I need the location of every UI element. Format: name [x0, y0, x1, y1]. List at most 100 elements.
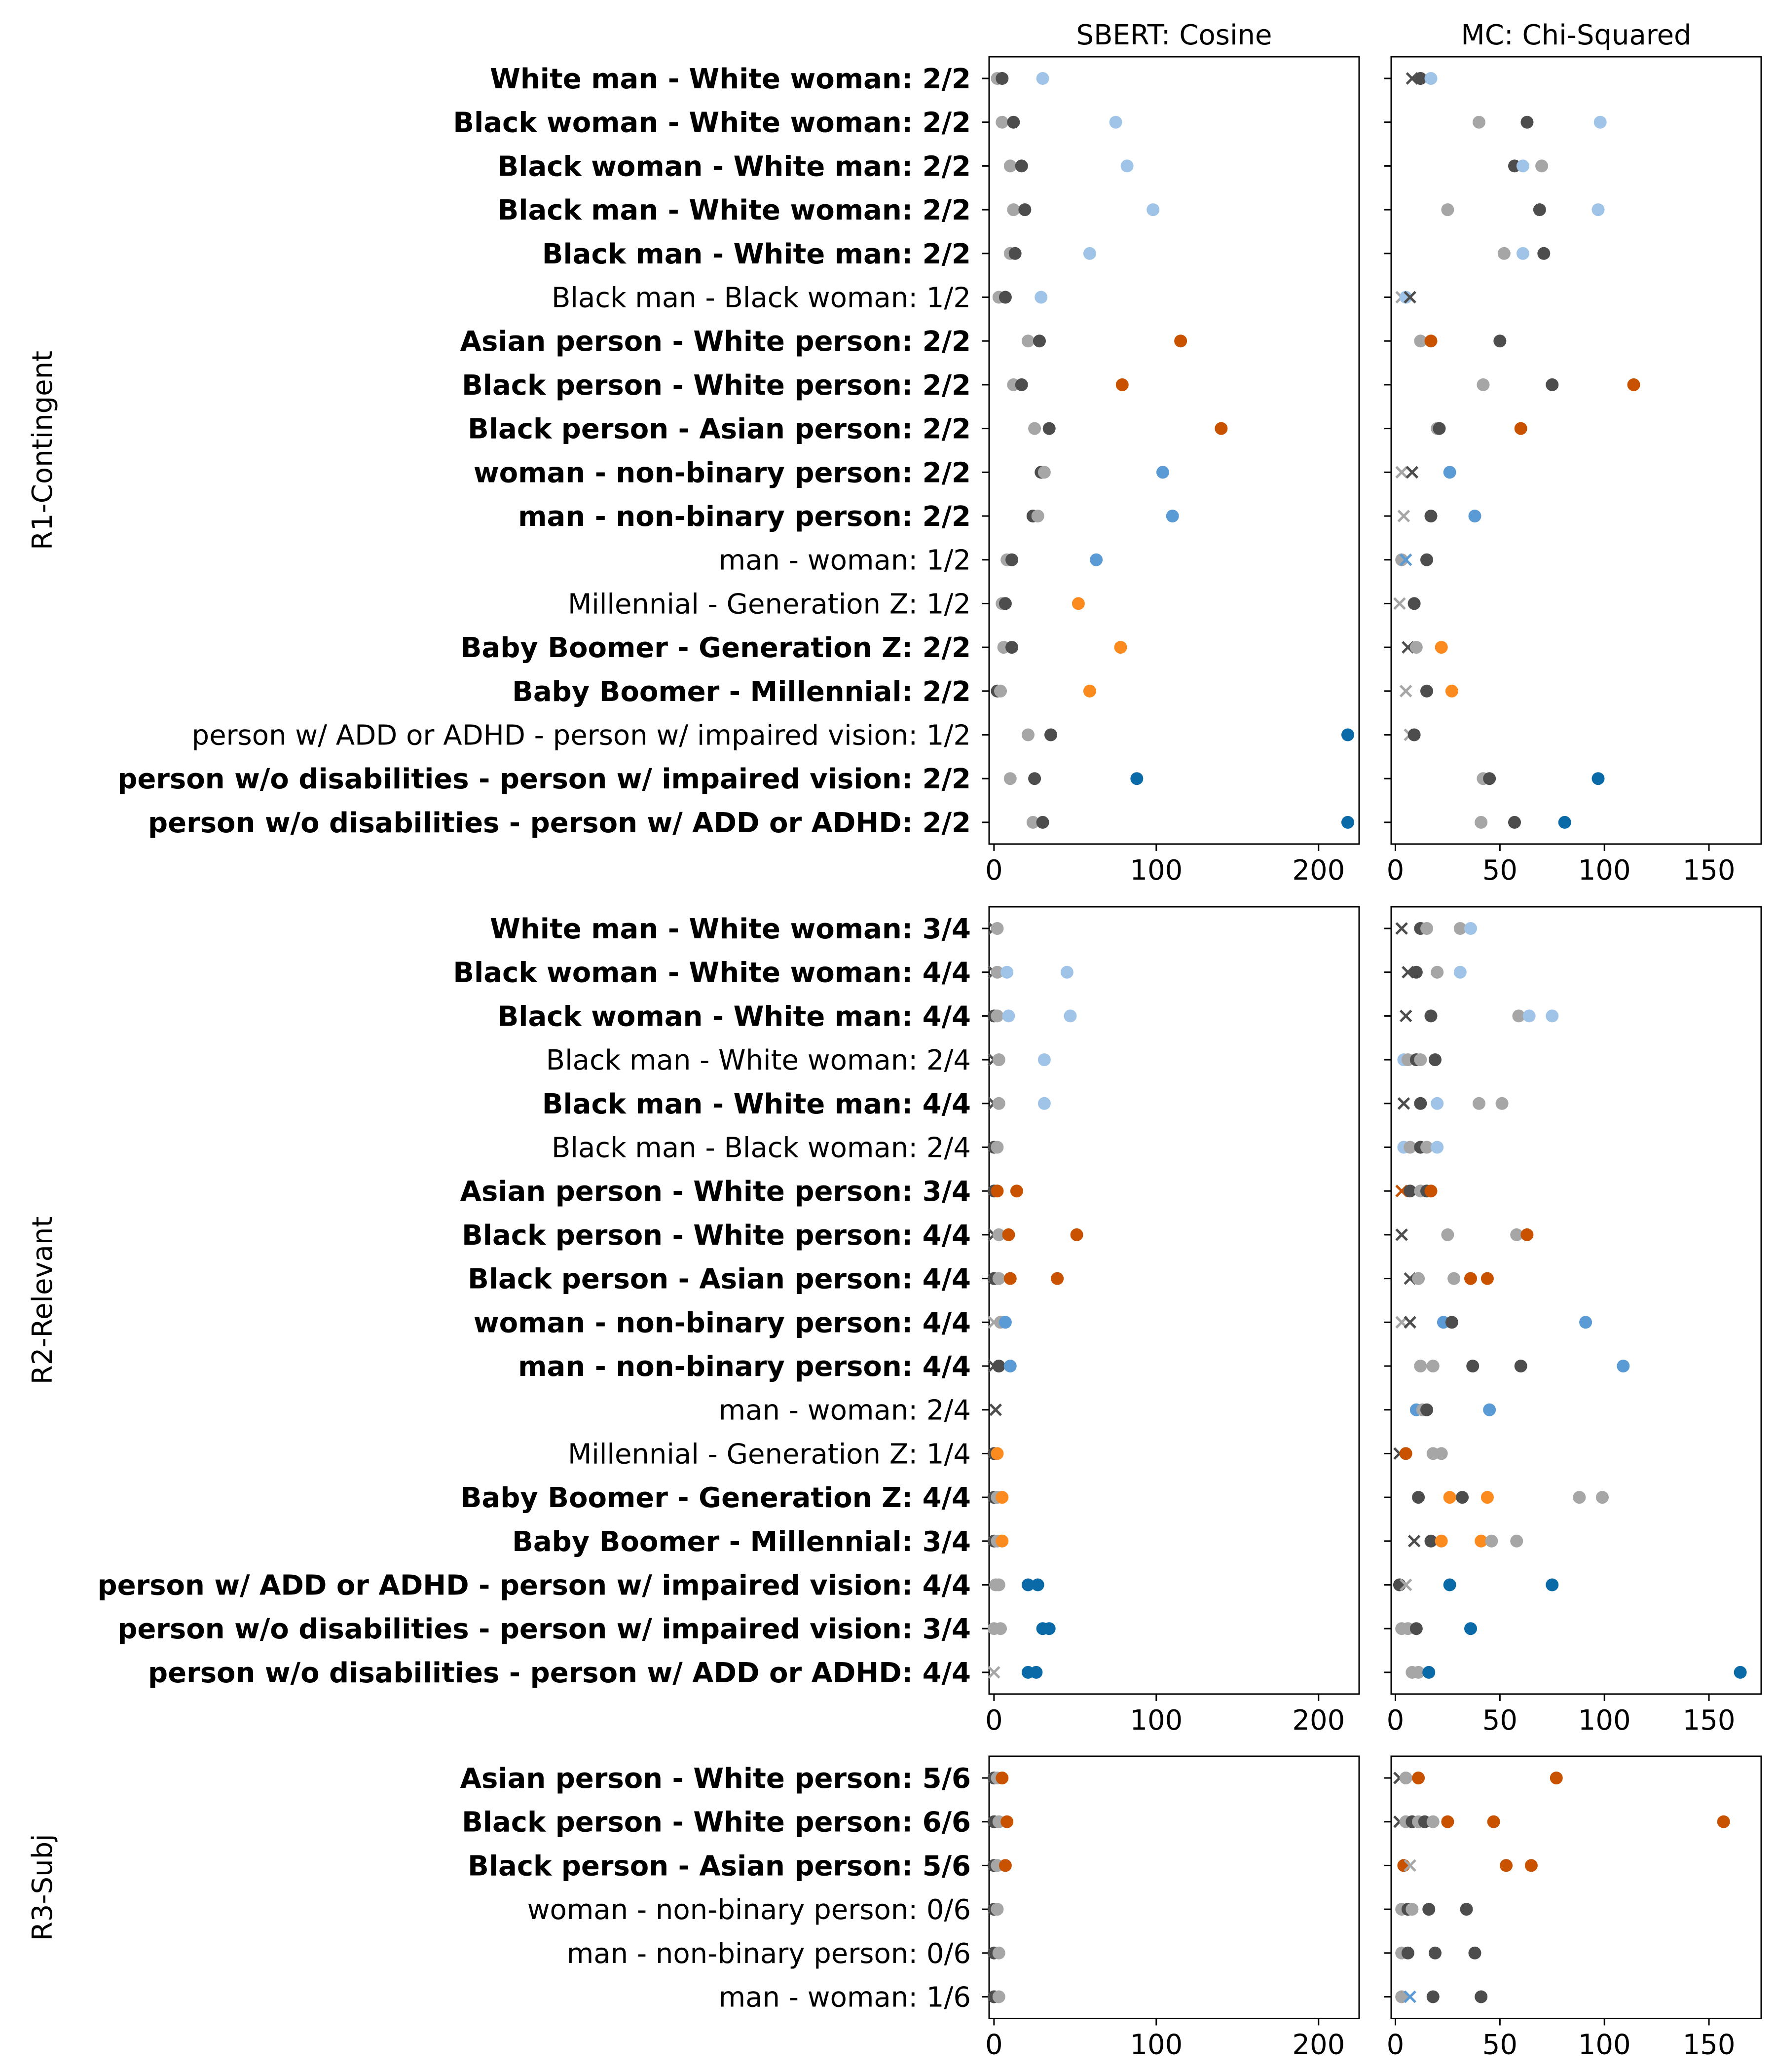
data-point — [1428, 1053, 1442, 1067]
x-tick-label: 200 — [1292, 1704, 1345, 1737]
data-point — [1443, 1491, 1456, 1504]
data-point — [1485, 1534, 1498, 1548]
data-point — [1341, 815, 1354, 829]
row-label: Black man - White man: 4/4 — [542, 1088, 971, 1120]
data-point — [1420, 1403, 1434, 1416]
row-label: Black woman - White man: 4/4 — [498, 1000, 971, 1033]
column-title: MC: Chi-Squared — [1461, 19, 1691, 51]
data-point — [1497, 247, 1511, 260]
data-point — [1453, 922, 1467, 935]
row-label: Baby Boomer - Millennial: 3/4 — [512, 1526, 971, 1558]
row-label: Black person - Asian person: 5/6 — [468, 1850, 971, 1882]
data-point — [991, 1141, 1004, 1154]
data-point — [1412, 1272, 1425, 1285]
data-point — [1015, 159, 1028, 173]
data-point — [1593, 115, 1607, 129]
row-label: Asian person - White person: 3/4 — [460, 1176, 971, 1208]
data-point — [1414, 334, 1427, 348]
data-point — [1443, 466, 1456, 479]
data-point — [1426, 1360, 1440, 1372]
data-point — [1617, 1360, 1630, 1372]
data-point — [1573, 1491, 1586, 1504]
data-point — [1472, 115, 1485, 129]
data-point — [992, 1097, 1005, 1110]
axes-frame — [1390, 906, 1762, 1695]
data-point — [1524, 1859, 1538, 1872]
data-point — [1156, 466, 1169, 479]
row-label: Black person - White person: 4/4 — [462, 1220, 971, 1252]
x-tick-label: 50 — [1482, 854, 1517, 887]
data-point — [1031, 510, 1044, 522]
data-point — [1464, 922, 1478, 935]
row-label: person w/o disabilities - person w/ impa… — [117, 763, 971, 795]
data-point — [1005, 553, 1019, 566]
row-label: Black person - White person: 2/2 — [462, 370, 971, 402]
data-point — [992, 1946, 1005, 1960]
data-point — [1447, 1272, 1461, 1285]
data-point — [1397, 1859, 1410, 1872]
data-point — [1414, 72, 1427, 85]
data-point — [1120, 159, 1134, 173]
data-point — [1480, 1491, 1494, 1504]
data-point — [1037, 466, 1051, 479]
data-point — [1393, 1578, 1406, 1591]
x-tick-label: 0 — [1387, 854, 1405, 887]
row-label: Asian person - White person: 5/6 — [460, 1763, 971, 1795]
data-point — [1174, 334, 1187, 348]
data-point — [1424, 1534, 1438, 1548]
data-point — [1424, 334, 1438, 348]
data-point — [1114, 641, 1127, 654]
data-point — [1215, 422, 1228, 435]
data-point — [1475, 1534, 1488, 1548]
data-point — [1003, 159, 1017, 173]
data-point — [1399, 1447, 1412, 1460]
data-point-x — [1395, 922, 1408, 935]
data-point — [1115, 378, 1129, 391]
data-point — [1487, 1815, 1500, 1828]
row-label: person w/ ADD or ADHD - person w/ impair… — [192, 720, 971, 752]
data-point — [1550, 1772, 1563, 1784]
group-label: R3-Subj — [27, 1834, 59, 1941]
axes-frame — [988, 56, 1360, 845]
data-point — [1475, 815, 1488, 829]
data-point — [999, 1859, 1012, 1872]
data-point — [1533, 203, 1546, 217]
data-point-x — [1407, 1535, 1421, 1548]
data-point — [1412, 1665, 1425, 1679]
data-point — [1546, 1009, 1559, 1023]
data-point — [1406, 1903, 1419, 1916]
data-point — [1420, 922, 1434, 935]
data-point — [1520, 1228, 1534, 1241]
row-label: man - non-binary person: 2/2 — [518, 501, 971, 533]
data-point — [1409, 641, 1423, 654]
data-point — [992, 1272, 1005, 1285]
data-point — [1595, 1491, 1609, 1504]
data-point — [1472, 1097, 1485, 1110]
data-point — [1516, 159, 1529, 173]
x-tick-label: 0 — [1387, 1704, 1405, 1737]
row-label: White man - White woman: 2/2 — [490, 63, 971, 95]
data-point-x — [1395, 1228, 1408, 1241]
data-point — [1435, 1534, 1448, 1548]
data-point-x — [1399, 685, 1412, 698]
data-point — [1591, 203, 1605, 217]
data-point — [1409, 965, 1423, 979]
data-point — [1514, 422, 1527, 435]
data-point — [1480, 1272, 1494, 1285]
x-tick-label: 100 — [1578, 854, 1631, 887]
data-point — [1535, 159, 1549, 173]
data-point — [1412, 1772, 1425, 1784]
data-point — [1401, 1946, 1414, 1960]
data-point — [992, 1578, 1005, 1591]
data-point — [1035, 291, 1048, 304]
data-point — [1008, 247, 1022, 260]
data-point — [1445, 1316, 1458, 1329]
data-point — [1433, 422, 1446, 435]
data-point — [1064, 1009, 1077, 1023]
data-point — [1033, 334, 1046, 348]
data-point — [999, 597, 1012, 610]
x-tick-label: 100 — [1130, 2029, 1183, 2061]
data-point-x — [1404, 291, 1416, 304]
x-tick-label: 100 — [1578, 1704, 1631, 1737]
data-point — [1021, 334, 1035, 348]
